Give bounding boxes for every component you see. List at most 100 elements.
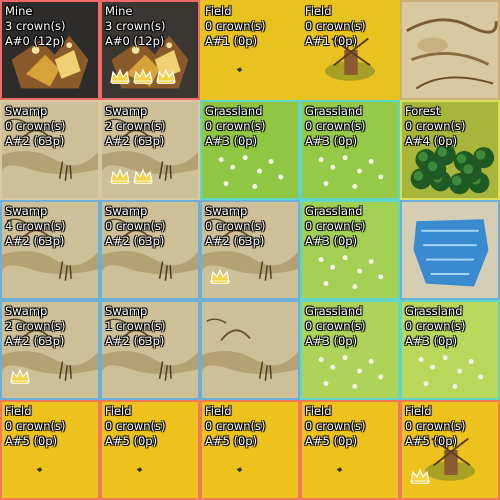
- field-terrain-art: [202, 2, 298, 98]
- board-tile[interactable]: Field 0 crown(s) A#5 (0p): [200, 400, 300, 500]
- board-tile[interactable]: Grassland 0 crown(s) A#3 (0p): [300, 200, 400, 300]
- crown-icons: [10, 368, 30, 384]
- tile-terrain: Mine: [5, 4, 33, 18]
- tile-crowns: 2 crown(s): [105, 119, 166, 133]
- tile-label: Swamp 4 crown(s) A#2 (63p): [5, 204, 65, 249]
- field-terrain-art: [102, 402, 198, 498]
- tile-label: Field 0 crown(s) A#1 (0p): [205, 4, 265, 49]
- board-tile[interactable]: Swamp 2 crown(s) A#2 (63p): [0, 300, 100, 400]
- tile-area: A#5 (0p): [405, 434, 458, 448]
- crown-icon: [410, 468, 430, 484]
- tile-label: Grassland 0 crown(s) A#3 (0p): [305, 204, 365, 249]
- tile-terrain: Grassland: [305, 304, 363, 318]
- grass-terrain-art: [302, 302, 398, 398]
- lake-terrain-art: [402, 202, 498, 298]
- board-tile[interactable]: Field 0 crown(s) A#5 (0p): [300, 400, 400, 500]
- crown-icons: [110, 68, 176, 84]
- grass-terrain-art: [402, 302, 498, 398]
- field-terrain-art: [2, 402, 98, 498]
- tile-label: Field 0 crown(s) A#5 (0p): [405, 404, 465, 449]
- board-tile[interactable]: Grassland 0 crown(s) A#3 (0p): [300, 300, 400, 400]
- tile-terrain: Forest: [405, 104, 441, 118]
- board-tile[interactable]: Swamp 4 crown(s) A#2 (63p): [0, 200, 100, 300]
- tile-label: Swamp 0 crown(s) A#2 (63p): [5, 104, 65, 149]
- board-tile[interactable]: Swamp 0 crown(s) A#2 (63p): [0, 100, 100, 200]
- board-tile[interactable]: Mine 3 crown(s) A#0 (12p): [100, 0, 200, 100]
- tile-label: Swamp 0 crown(s) A#2 (63p): [105, 204, 165, 249]
- tile-label: Swamp 0 crown(s) A#2 (63p): [205, 204, 265, 249]
- tile-crowns: 0 crown(s): [205, 219, 266, 233]
- tile-label: Field 0 crown(s) A#5 (0p): [305, 404, 365, 449]
- board-tile[interactable]: Swamp 0 crown(s) A#2 (63p): [200, 200, 300, 300]
- tile-area: A#3 (0p): [305, 134, 358, 148]
- tile-area: A#2 (63p): [205, 234, 265, 248]
- tile-area: A#2 (63p): [5, 134, 65, 148]
- tile-terrain: Swamp: [5, 304, 48, 318]
- tile-terrain: Field: [305, 404, 332, 418]
- board-tile[interactable]: Forest 0 crown(s) A#4 (0p): [400, 100, 500, 200]
- tile-label: Mine 3 crown(s) A#0 (12p): [5, 4, 65, 49]
- tile-label: Grassland 0 crown(s) A#3 (0p): [305, 304, 365, 349]
- tile-area: A#0 (12p): [105, 34, 165, 48]
- tile-label: Field 0 crown(s) A#5 (0p): [5, 404, 65, 449]
- board-tile[interactable]: Mine 3 crown(s) A#0 (12p): [0, 0, 100, 100]
- tile-label: Forest 0 crown(s) A#4 (0p): [405, 104, 465, 149]
- tile-terrain: Grassland: [405, 304, 463, 318]
- tile-label: Swamp 2 crown(s) A#2 (63p): [5, 304, 65, 349]
- tile-area: A#2 (63p): [105, 234, 165, 248]
- tile-terrain: Swamp: [105, 104, 148, 118]
- board-tile[interactable]: Swamp 0 crown(s) A#2 (63p): [100, 200, 200, 300]
- tile-crowns: 0 crown(s): [305, 219, 366, 233]
- field-terrain-art: [202, 402, 298, 498]
- board-tile[interactable]: [200, 300, 300, 400]
- tile-label: Grassland 0 crown(s) A#3 (0p): [305, 104, 365, 149]
- tile-crowns: 0 crown(s): [5, 119, 66, 133]
- board-tile[interactable]: [400, 200, 500, 300]
- tile-area: A#1 (0p): [205, 34, 258, 48]
- tile-terrain: Grassland: [305, 104, 363, 118]
- board-tile[interactable]: Grassland 0 crown(s) A#3 (0p): [300, 100, 400, 200]
- tile-crowns: 0 crown(s): [305, 419, 366, 433]
- crown-icon: [110, 68, 130, 84]
- tile-label: Swamp 1 crown(s) A#2 (63p): [105, 304, 165, 349]
- board-tile[interactable]: Grassland 0 crown(s) A#3 (0p): [200, 100, 300, 200]
- board-tile[interactable]: Field 0 crown(s) A#5 (0p): [0, 400, 100, 500]
- tile-crowns: 3 crown(s): [105, 19, 166, 33]
- tile-terrain: Mine: [105, 4, 133, 18]
- field-terrain-art: [302, 402, 398, 498]
- tile-area: A#2 (63p): [105, 134, 165, 148]
- board-tile[interactable]: Field 0 crown(s) A#5 (0p): [100, 400, 200, 500]
- windmill-terrain-art: [302, 2, 398, 98]
- tile-crowns: 0 crown(s): [405, 119, 466, 133]
- board-tile[interactable]: Field 0 crown(s) A#1 (0p): [200, 0, 300, 100]
- board-tile[interactable]: Field 0 crown(s) A#5 (0p): [400, 400, 500, 500]
- tile-terrain: Field: [5, 404, 32, 418]
- grass-terrain-art: [302, 102, 398, 198]
- tile-area: A#3 (0p): [405, 334, 458, 348]
- tile-area: A#3 (0p): [205, 134, 258, 148]
- tile-area: A#4 (0p): [405, 134, 458, 148]
- tile-crowns: 0 crown(s): [205, 119, 266, 133]
- tile-label: Grassland 0 crown(s) A#3 (0p): [405, 304, 465, 349]
- tile-terrain: Grassland: [205, 104, 263, 118]
- board-tile[interactable]: [400, 0, 500, 100]
- board-tile[interactable]: Field 0 crown(s) A#1 (0p): [300, 0, 400, 100]
- board-tile[interactable]: Swamp 1 crown(s) A#2 (63p): [100, 300, 200, 400]
- tile-label: Mine 3 crown(s) A#0 (12p): [105, 4, 165, 49]
- swamp-terrain-art: [2, 102, 98, 198]
- tile-crowns: 0 crown(s): [305, 19, 366, 33]
- board-tile[interactable]: Grassland 0 crown(s) A#3 (0p): [400, 300, 500, 400]
- tile-crowns: 0 crown(s): [205, 19, 266, 33]
- board-tile[interactable]: Swamp 2 crown(s) A#2 (63p): [100, 100, 200, 200]
- grass-terrain-art: [302, 202, 398, 298]
- tile-crowns: 0 crown(s): [105, 419, 166, 433]
- tile-crowns: 0 crown(s): [405, 419, 466, 433]
- tile-area: A#0 (12p): [5, 34, 65, 48]
- crown-icon: [110, 168, 130, 184]
- tile-terrain: Swamp: [105, 204, 148, 218]
- tile-terrain: Swamp: [105, 304, 148, 318]
- tile-crowns: 0 crown(s): [105, 219, 166, 233]
- tile-terrain: Field: [105, 404, 132, 418]
- swamp-terrain-art: [2, 202, 98, 298]
